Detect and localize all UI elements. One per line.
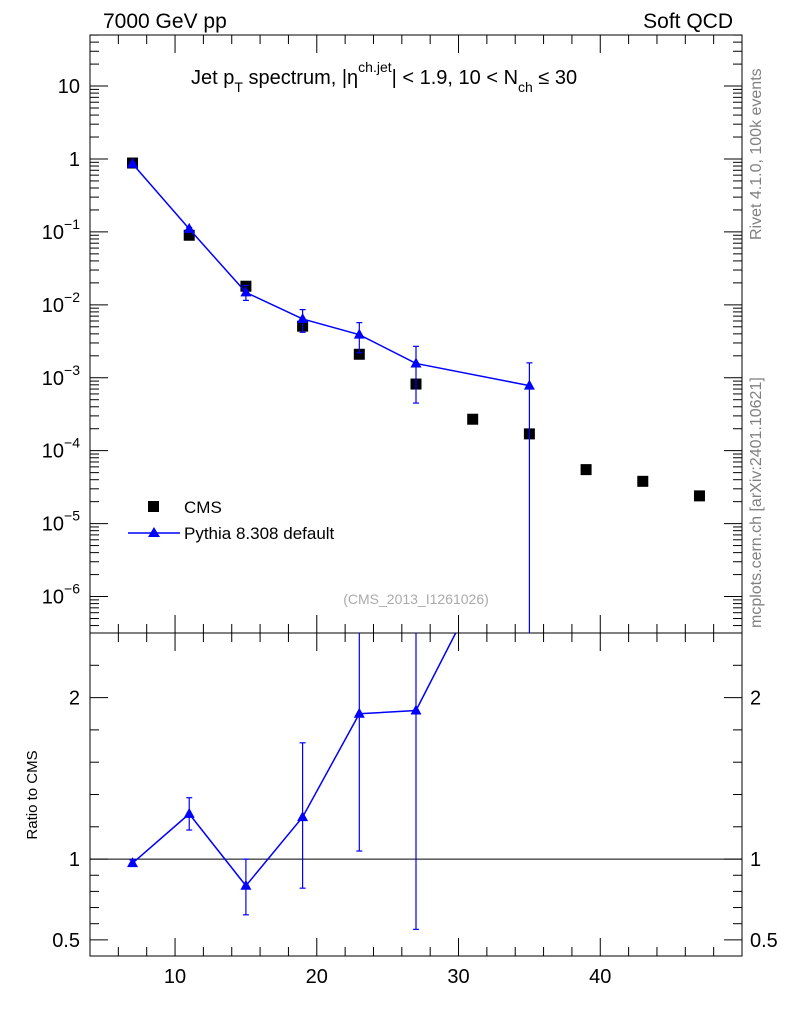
pythia-point bbox=[127, 157, 139, 168]
main-data bbox=[127, 157, 705, 633]
side-label-top-group: Rivet 4.1.0, 100k events bbox=[748, 68, 765, 240]
ratio-tick-label-right: 1 bbox=[750, 849, 761, 871]
y-tick-label: 10−5 bbox=[42, 508, 80, 536]
x-tick-label: 10 bbox=[164, 966, 186, 988]
chart-title: Jet pT spectrum, |ηch.jet| < 1.9, 10 < N… bbox=[191, 59, 577, 95]
cms-point bbox=[353, 348, 365, 360]
ratio-ylabel: Ratio to CMS bbox=[24, 750, 41, 839]
y-tick-label: 10−6 bbox=[42, 581, 80, 609]
y-tick-label: 10−3 bbox=[42, 362, 80, 390]
pythia-point bbox=[353, 328, 365, 339]
y-tick-label: 10−2 bbox=[42, 289, 80, 317]
cms-point bbox=[693, 490, 705, 502]
ratio-point bbox=[410, 704, 422, 715]
cms-point bbox=[580, 464, 592, 476]
title-sub: T bbox=[234, 79, 243, 95]
ratio-tick-label: 2 bbox=[69, 688, 80, 710]
legend-label-pythia: Pythia 8.308 default bbox=[184, 524, 335, 543]
y-tick-label: 10−1 bbox=[42, 216, 80, 244]
legend: CMS Pythia 8.308 default bbox=[128, 498, 335, 543]
x-tick-label: 20 bbox=[306, 966, 328, 988]
main-y-ticks: 10 1 10−1 10−2 10−3 10−4 10−5 10−6 bbox=[42, 34, 742, 627]
pythia-point bbox=[183, 222, 195, 233]
title-part: ≤ 30 bbox=[533, 67, 577, 89]
side-label-bottom-group: mcplots.cern.ch [arXiv:2401.10621] bbox=[748, 377, 765, 628]
cms-point bbox=[183, 229, 195, 241]
y-tick-label: 10 bbox=[58, 76, 80, 98]
ratio-data bbox=[127, 632, 457, 930]
ratio-point bbox=[183, 807, 195, 818]
header-right: Soft QCD bbox=[643, 10, 733, 33]
ratio-tick-label: 1 bbox=[69, 849, 80, 871]
pythia-point bbox=[410, 357, 422, 368]
pythia-point bbox=[297, 312, 309, 323]
title-part: spectrum, |η bbox=[243, 67, 358, 89]
legend-marker-cms bbox=[148, 501, 159, 512]
ratio-point bbox=[240, 879, 252, 890]
ratio-point bbox=[297, 811, 309, 822]
cms-point bbox=[467, 413, 479, 425]
y-tick-label: 10−4 bbox=[42, 435, 80, 463]
ratio-tick-label: 0.5 bbox=[52, 930, 80, 952]
analysis-id: (CMS_2013_I1261026) bbox=[343, 591, 489, 607]
title-sub: ch bbox=[518, 79, 533, 95]
side-label-bottom: mcplots.cern.ch [arXiv:2401.10621] bbox=[748, 377, 765, 628]
legend-marker-pythia bbox=[148, 527, 160, 537]
x-tick-label: 40 bbox=[589, 966, 611, 988]
x-ticks: 10 20 30 40 bbox=[117, 35, 715, 988]
title-sup: ch.jet bbox=[358, 59, 392, 75]
legend-label-cms: CMS bbox=[184, 498, 222, 517]
cms-point bbox=[637, 475, 649, 487]
title-part: | < 1.9, 10 < N bbox=[392, 67, 518, 89]
ratio-point bbox=[353, 707, 365, 718]
pythia-point bbox=[523, 379, 535, 390]
ratio-point bbox=[127, 857, 139, 868]
pythia-point bbox=[240, 286, 252, 297]
y-tick-label: 1 bbox=[69, 149, 80, 171]
ratio-tick-label-right: 0.5 bbox=[750, 930, 778, 952]
side-label-top: Rivet 4.1.0, 100k events bbox=[748, 68, 765, 240]
ratio-ylabel-group: Ratio to CMS bbox=[24, 750, 41, 839]
ratio-tick-label-right: 2 bbox=[750, 688, 761, 710]
header-left: 7000 GeV pp bbox=[103, 10, 227, 33]
title-part: Jet p bbox=[191, 67, 234, 89]
x-tick-label: 30 bbox=[447, 966, 469, 988]
